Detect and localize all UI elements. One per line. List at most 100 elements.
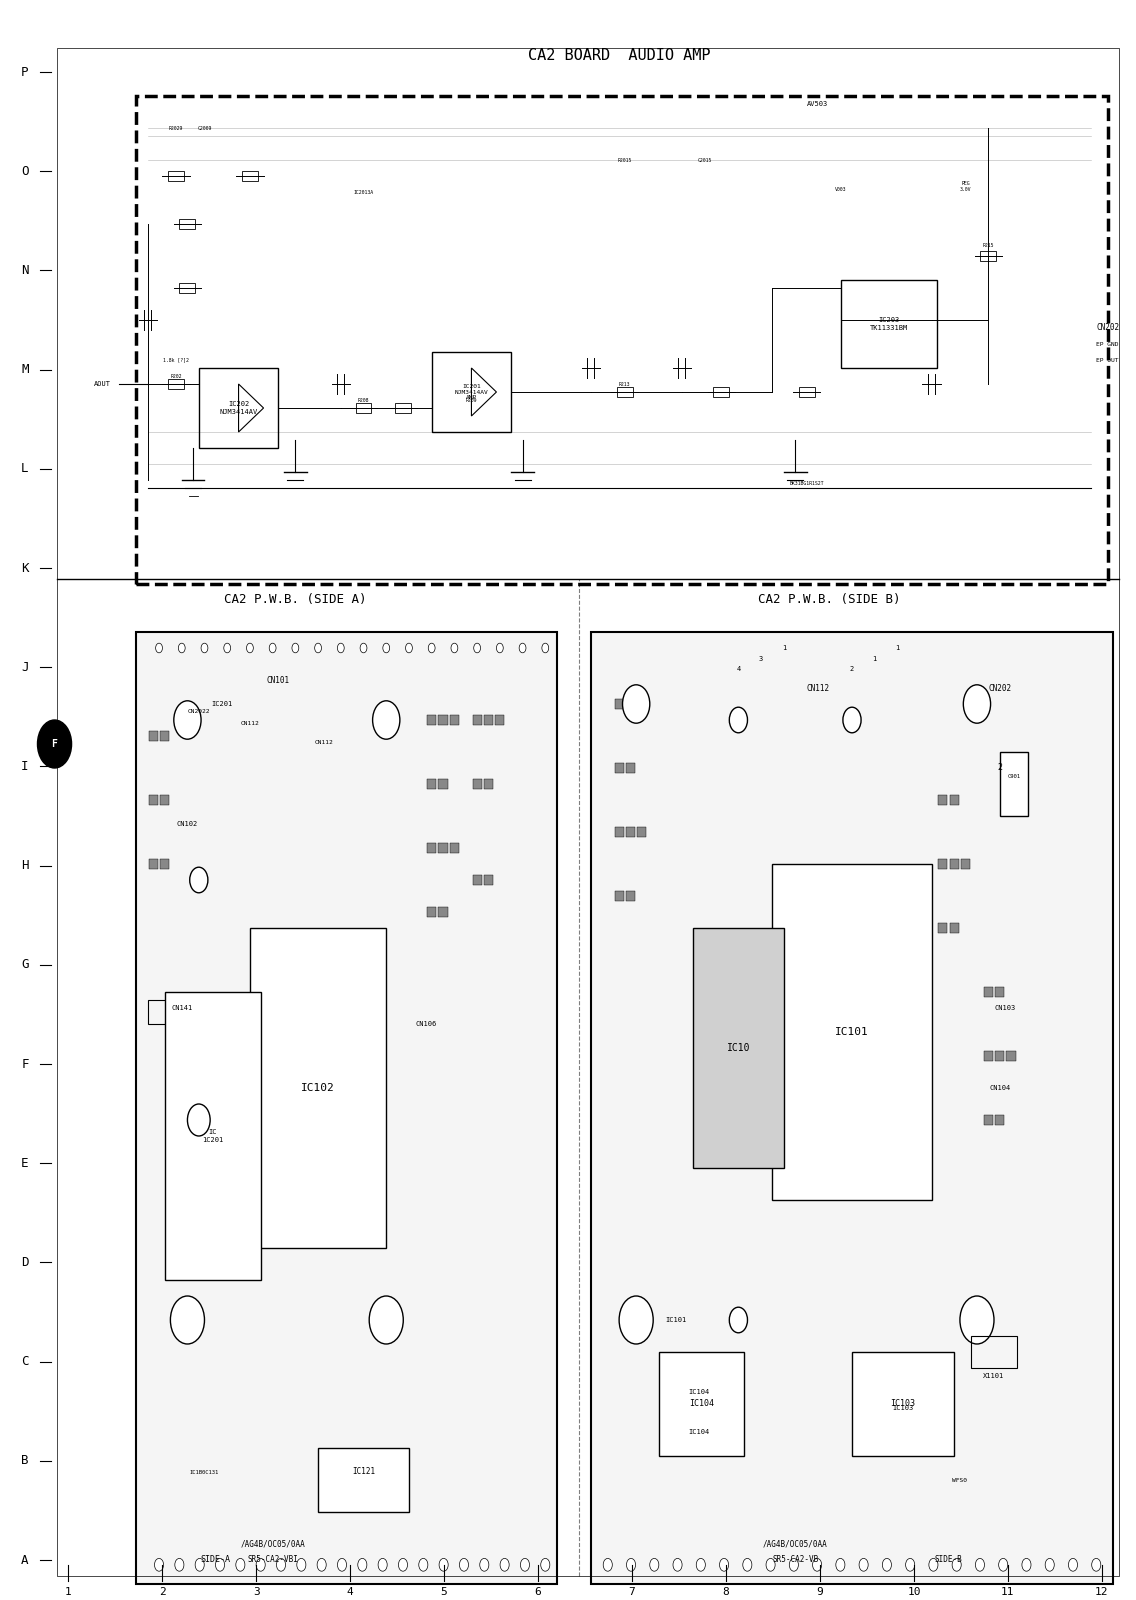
Bar [427,907,436,917]
Bar [473,715,482,725]
Bar [149,731,158,741]
Circle shape [276,1558,285,1571]
Bar [637,699,646,709]
Bar [484,875,493,885]
Text: 1: 1 [895,645,900,651]
Bar [984,1115,993,1125]
Circle shape [247,643,253,653]
Circle shape [317,1558,326,1571]
Text: AOUT: AOUT [94,381,110,387]
Text: /AG4B/OC05/0AA: /AG4B/OC05/0AA [241,1539,304,1549]
Text: N: N [22,264,28,277]
Bar [160,859,169,869]
Circle shape [406,643,412,653]
Bar [427,715,436,725]
Text: IC103: IC103 [893,1405,913,1411]
Circle shape [428,643,435,653]
Circle shape [1092,1558,1101,1571]
Bar [591,632,1113,1584]
Bar [250,928,386,1248]
Bar [984,987,993,997]
Bar [432,352,511,432]
Circle shape [541,1558,550,1571]
Text: 7: 7 [628,1587,635,1597]
Text: G: G [22,958,28,971]
Text: CN106: CN106 [416,1021,436,1027]
Text: IC101: IC101 [666,1317,686,1323]
Text: 1: 1 [65,1587,72,1597]
Text: 1: 1 [782,645,786,651]
Text: A: A [22,1554,28,1566]
Text: IC104: IC104 [688,1429,709,1435]
Text: CN112: CN112 [241,720,259,726]
Text: 9: 9 [817,1587,824,1597]
Bar [356,403,371,413]
Bar [160,795,169,805]
Text: IC104: IC104 [688,1389,709,1395]
Text: CN112: CN112 [315,739,333,746]
Circle shape [729,1307,747,1333]
Circle shape [337,1558,346,1571]
Text: IC103: IC103 [891,1400,916,1408]
Circle shape [883,1558,892,1571]
Text: IC203
TK11331BM: IC203 TK11331BM [870,317,908,331]
Circle shape [960,1296,994,1344]
Circle shape [156,643,162,653]
Bar [149,859,158,869]
Circle shape [790,1558,799,1571]
Text: IC201: IC201 [211,701,232,707]
Text: CA2 P.W.B. (SIDE A): CA2 P.W.B. (SIDE A) [224,594,367,606]
Circle shape [843,707,861,733]
Circle shape [216,1558,225,1571]
Text: CN2022: CN2022 [187,709,210,715]
Circle shape [187,1104,210,1136]
Bar [971,1336,1017,1368]
Text: CN102: CN102 [177,821,198,827]
Circle shape [269,643,276,653]
Text: R202: R202 [170,374,182,379]
Text: F: F [51,739,58,749]
Text: 3: 3 [759,656,763,662]
Circle shape [976,1558,985,1571]
Text: 11: 11 [1001,1587,1014,1597]
Bar [427,843,436,853]
Circle shape [373,701,400,739]
Text: B: B [22,1454,28,1467]
Circle shape [256,1558,265,1571]
Bar [984,1051,993,1061]
Bar [615,891,624,901]
Bar [995,1115,1004,1125]
Text: C2009: C2009 [198,125,211,131]
Bar [495,715,504,725]
Text: J: J [22,661,28,674]
Text: /AG4B/OC05/0AA: /AG4B/OC05/0AA [763,1539,827,1549]
Circle shape [170,1296,204,1344]
Circle shape [236,1558,245,1571]
Bar [841,280,937,368]
Text: CN101: CN101 [267,675,290,685]
Circle shape [178,643,185,653]
Circle shape [952,1558,961,1571]
Text: F: F [22,1058,28,1070]
Bar [149,795,158,805]
Circle shape [459,1558,468,1571]
Bar [142,104,1102,576]
Bar [450,843,459,853]
Text: SIDE-B: SIDE-B [935,1555,962,1565]
Text: IC202
NJM3414AV: IC202 NJM3414AV [219,402,258,414]
Bar [961,859,970,869]
Text: 6: 6 [535,1587,542,1597]
Text: EP OUT: EP OUT [1096,357,1119,363]
Text: L: L [22,462,28,475]
Circle shape [378,1558,387,1571]
Bar [938,923,947,933]
Circle shape [1069,1558,1078,1571]
Text: CN202: CN202 [1096,323,1119,333]
Circle shape [696,1558,705,1571]
Circle shape [673,1558,682,1571]
Text: CN103: CN103 [995,1005,1016,1011]
Text: O: O [22,165,28,178]
Circle shape [292,643,299,653]
Text: IC102: IC102 [301,1083,335,1093]
Text: E: E [22,1157,28,1170]
